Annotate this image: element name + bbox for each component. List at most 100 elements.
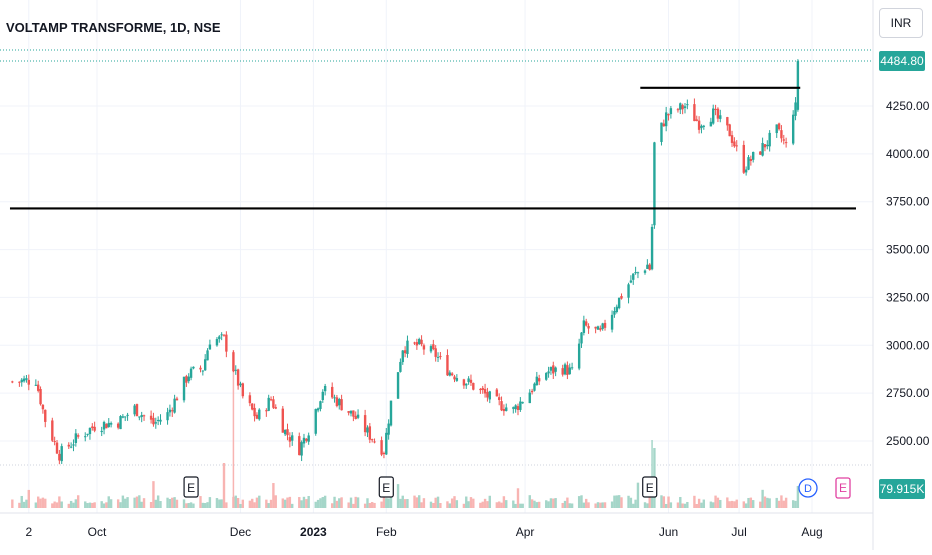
volume-bar [173,497,176,508]
candle-body [356,414,360,418]
volume-bar [370,502,374,508]
volume-bar [298,497,301,508]
candle-body [547,371,550,374]
volume-bar [481,501,484,508]
candle-body [55,442,59,454]
svg-text:D: D [804,483,812,495]
volume-bar [432,503,435,508]
candle-body [570,367,574,369]
volume-bar [44,498,47,508]
volume-bar [58,496,61,508]
volume-bar [646,503,649,508]
candle-body [585,321,588,326]
candle-body [283,429,287,435]
candle-body [643,270,647,273]
candle-body [72,444,75,446]
candle-body [587,325,590,329]
candle-body [333,397,336,399]
candle-body [695,119,698,121]
volume-bar [709,501,713,508]
candle-body [105,423,108,429]
time-tick-label: Apr [516,525,535,539]
volume-bar [72,502,75,508]
trendlines[interactable] [0,49,873,210]
time-tick-label: Dec [230,525,251,539]
candle-body [352,410,355,417]
volume-bar [182,499,186,508]
candle-body [286,429,289,436]
candle-body [784,142,788,144]
volume-bar [683,503,687,508]
future-earnings-marker[interactable]: E [835,477,851,499]
volume-bar [88,502,92,508]
candle-body [34,384,38,386]
volume-bar [267,503,270,508]
volume-bar [323,495,327,508]
candle-body [389,400,393,426]
candle-body [603,322,607,328]
candle-body [545,373,548,380]
candle-body [20,379,23,383]
volume-bar [138,495,141,508]
candle-body [613,311,616,315]
candle-body [203,359,207,371]
volume-bar [403,499,407,508]
volume-bar [385,498,388,508]
volume-bar [119,502,122,508]
candle-body [248,395,252,404]
volume-bar [93,502,96,508]
candle-body [133,405,136,415]
candle-body [780,130,783,139]
candle-body [382,452,386,455]
candle-body [563,364,567,375]
volume-bar [22,501,26,508]
candle-body [660,122,663,142]
volume-bar [585,498,588,508]
volume-bar [347,502,350,508]
candle-body [735,145,738,147]
candle-body [766,144,769,147]
volume-bar [27,489,30,508]
candle-body [291,435,294,441]
candle-body [269,399,273,401]
candle-body [568,367,571,375]
volume-bar [189,502,193,508]
candle-body [744,169,748,173]
candle-body [620,295,623,299]
candle-body [662,123,666,127]
currency-selector[interactable]: INR [879,8,923,38]
volume-bar [712,502,715,508]
candle-body [530,390,534,393]
volume-bar [396,484,400,508]
volume-bar [239,503,242,508]
candle-body [27,379,30,385]
candle-body [370,439,374,441]
earnings-marker[interactable]: E [378,476,394,498]
earnings-marker[interactable]: E [642,476,658,498]
candle-body [775,124,778,134]
volume-bar [455,500,459,508]
volume-bar [206,502,209,508]
volume-bar [382,495,386,508]
candle-body [100,430,103,433]
candle-body [667,114,670,116]
candle-body [166,412,169,421]
earnings-marker[interactable]: E [183,476,199,498]
candle-body [215,339,219,346]
candle-body [168,409,172,413]
volume-bar [733,501,736,508]
volume-bar [453,496,456,508]
volume-bar [100,501,103,508]
time-tick-label: Feb [376,525,397,539]
candle-body [566,365,569,375]
candle-body [307,435,310,442]
volume-bar [686,501,689,508]
volume-bar [794,500,797,508]
candle-body [617,297,621,309]
volume-bar [37,496,40,508]
candle-body [719,115,722,119]
dividend-marker[interactable]: D [798,478,818,498]
